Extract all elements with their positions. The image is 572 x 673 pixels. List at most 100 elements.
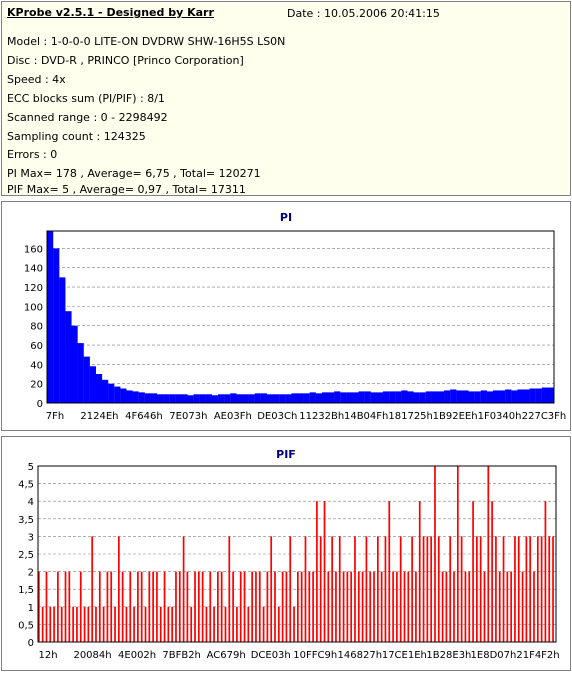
pif-data-bar <box>213 606 215 642</box>
pif-x-tick-label: 20084h <box>73 650 111 661</box>
pif-data-bar <box>175 571 177 642</box>
pif-y-tick-label: 3 <box>28 532 34 543</box>
pif-y-tick-label: 4 <box>28 497 34 508</box>
pif-data-bar <box>396 571 398 642</box>
pif-data-bar <box>331 536 333 642</box>
pi-data-bar <box>462 390 469 403</box>
pif-data-bar <box>266 571 269 642</box>
pif-data-bar <box>114 606 116 642</box>
pif-data-bar <box>64 571 67 642</box>
info-errors: Errors : 0 <box>7 148 58 161</box>
pif-data-bar <box>289 536 292 642</box>
pif-data-bar <box>445 571 448 642</box>
pif-data-bar <box>502 536 505 642</box>
pif-x-tick-label: DCE03h <box>251 650 291 661</box>
pi-y-tick-label: 80 <box>30 322 43 333</box>
pi-x-tick-label: 7Fh <box>46 411 64 422</box>
pif-data-bar <box>239 571 242 642</box>
pif-data-bar <box>552 536 554 642</box>
pi-data-bar <box>108 383 115 403</box>
pi-data-bar <box>150 393 158 403</box>
pi-data-bar <box>364 391 371 403</box>
pi-data-bar <box>535 388 542 403</box>
pi-x-tick-label: 4F646h <box>125 411 163 422</box>
pif-data-bar <box>373 571 375 642</box>
pif-data-bar <box>38 571 40 642</box>
pi-data-bar <box>242 394 249 403</box>
pi-data-bar <box>499 390 506 403</box>
pi-data-bar <box>273 394 280 403</box>
pif-data-bar <box>194 571 196 642</box>
pif-data-bar <box>251 571 253 642</box>
pif-data-bar <box>392 571 394 642</box>
pif-data-bar <box>79 571 82 642</box>
pi-data-bar <box>101 379 109 403</box>
pif-data-bar <box>95 606 97 642</box>
pi-data-bar <box>120 388 127 403</box>
pif-data-bar <box>228 536 231 642</box>
pif-data-bar <box>384 536 387 642</box>
pi-data-bar <box>156 394 164 403</box>
pi-data-bar <box>205 394 213 403</box>
pif-x-tick-label: 7BFB2h <box>162 650 201 661</box>
pif-data-bar <box>376 536 379 642</box>
pi-data-bar <box>376 392 384 403</box>
pif-data-bar <box>460 536 463 642</box>
pif-data-bar <box>68 571 71 642</box>
info-model: Model : 1-0-0-0 LITE-ON DVDRW SHW-16H5S … <box>7 35 286 48</box>
pi-data-bar <box>260 393 268 403</box>
pi-data-bar <box>382 391 390 403</box>
pif-x-tick-label: 1E8D07h <box>471 650 517 661</box>
pif-data-bar <box>243 571 246 642</box>
pi-plot-area <box>47 231 554 403</box>
pif-chart-title: PIF <box>276 448 296 461</box>
pi-data-bar <box>419 392 426 403</box>
pi-x-tick-label: DE03Ch <box>257 411 297 422</box>
pif-data-bar <box>544 501 547 642</box>
pif-data-bar <box>426 536 429 642</box>
pi-data-bar <box>77 343 84 403</box>
pi-data-bar <box>47 231 54 403</box>
pi-data-bar <box>126 390 133 403</box>
pi-data-bar <box>266 394 274 403</box>
pif-data-bar <box>407 571 410 642</box>
pi-y-tick-label: 100 <box>24 302 43 313</box>
pif-data-bar <box>312 571 314 642</box>
info-panel: KProbe v2.5.1 - Designed by Karr Date : … <box>1 1 571 196</box>
pif-data-bar <box>468 571 471 642</box>
pif-data-bar <box>357 571 360 642</box>
pif-data-bar <box>53 606 55 642</box>
pif-data-bar <box>285 571 288 642</box>
pi-data-bar <box>291 393 298 403</box>
pif-x-tick-label: 146827h <box>338 650 383 661</box>
pif-data-bar <box>308 571 311 642</box>
pif-data-bar <box>498 571 501 642</box>
pif-plot-border <box>37 465 557 643</box>
pif-data-bar <box>418 501 421 642</box>
pif-x-tick-label: 10FFC9h <box>293 650 337 661</box>
pi-data-bar <box>327 392 335 403</box>
pif-data-bar <box>437 536 440 642</box>
pif-data-bar <box>217 571 219 642</box>
pi-chart-panel: PI 0 20 40 60 80 100 120 140 160 7Fh 2124Eh 4F646h 7… <box>1 201 571 431</box>
pif-data-bar <box>137 571 139 642</box>
pif-data-bar <box>270 536 273 642</box>
pi-data-bar <box>315 393 322 403</box>
pi-data-bar <box>389 391 396 403</box>
pif-data-bar <box>354 536 356 642</box>
pif-data-bar <box>399 536 402 642</box>
pi-data-bar <box>285 394 292 403</box>
pif-data-bar <box>83 606 86 642</box>
pi-data-bar <box>193 394 200 403</box>
pif-data-bar <box>117 536 120 642</box>
pi-data-bar <box>413 392 420 403</box>
pi-data-bar <box>444 390 451 403</box>
pif-data-bar <box>106 571 109 642</box>
pi-y-tick-label: 20 <box>30 380 43 391</box>
pi-data-bar <box>456 390 463 403</box>
pif-data-bar <box>342 571 345 642</box>
pif-data-bar <box>167 606 170 642</box>
pi-data-bar <box>53 248 60 403</box>
pif-data-bar <box>190 606 193 642</box>
pi-data-bar <box>138 392 145 403</box>
